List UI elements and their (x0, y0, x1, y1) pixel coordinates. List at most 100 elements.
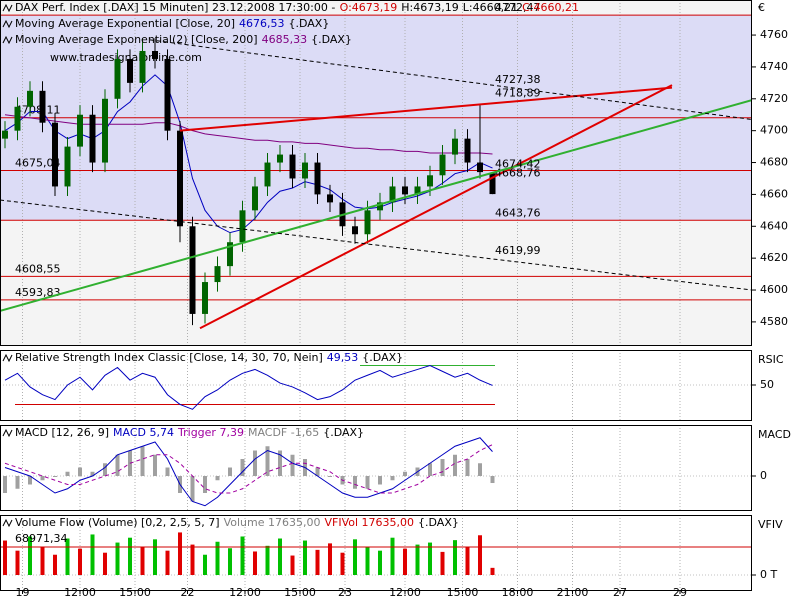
candle-body (114, 58, 121, 99)
x-tick-label: 22 (181, 586, 195, 599)
histogram-bar (153, 454, 157, 476)
candle-body (14, 106, 21, 131)
candle-body (327, 194, 333, 203)
volume-bar (3, 540, 7, 575)
trend-line (199, 84, 673, 330)
level-label: 4643,76 (495, 206, 541, 219)
header-part: {.DAX} (289, 17, 330, 30)
histogram-bar (428, 463, 432, 476)
histogram-bar (90, 471, 95, 476)
histogram-bar (240, 459, 245, 476)
header-part: VFIVol 17635,00 (324, 516, 414, 529)
candle-body (264, 162, 271, 187)
histogram-bar (490, 476, 495, 484)
candle-body (127, 58, 133, 83)
x-tick-label: 19 (16, 586, 30, 599)
volume-bar (415, 544, 420, 575)
x-tick-label: 29 (673, 586, 687, 599)
indicator-icon (2, 353, 13, 363)
x-tick-label: 18:00 (502, 586, 534, 599)
y-tick-label: 50 (760, 378, 774, 391)
header-row: MACD [12, 26, 9] MACD 5,74 Trigger 7,39 MAC… (15, 426, 364, 439)
panel-bg (0, 425, 752, 510)
volume-bar (428, 542, 432, 575)
volume-bar (253, 551, 257, 575)
candle-body (52, 122, 58, 187)
histogram-bar (253, 450, 257, 476)
level-label: 4593,83 (15, 286, 61, 299)
moving-average-line (4, 114, 493, 155)
y-tick-label: 4720 (760, 92, 788, 105)
candle-body (102, 98, 108, 163)
header-part: Moving Average Exponential(2) [Close, 20… (15, 33, 258, 46)
y-tick-label: 4600 (760, 283, 788, 296)
panel: 4772,47 4708,11 4675,04 4643,76 4608,55 4593,… (0, 0, 752, 345)
rsi-line (4, 365, 493, 410)
header-part: 49,53 (327, 351, 359, 364)
volume-bar (78, 548, 82, 575)
histogram-bar (53, 476, 57, 477)
histogram-bar (15, 476, 20, 489)
panel (0, 425, 752, 510)
y-tick-label: 4660 (760, 187, 788, 200)
indicator-icon (2, 19, 13, 29)
candle-body (277, 154, 283, 163)
candle-body (377, 202, 383, 211)
panel-bg (0, 350, 752, 420)
volume-bar (365, 546, 370, 575)
volume-bar (303, 540, 307, 575)
trend-label: 4727,38 (495, 73, 541, 86)
histogram-bar (28, 476, 32, 485)
y-tick-label: 4620 (760, 251, 788, 264)
header-part: 4685,33 (262, 33, 308, 46)
volume-bar (478, 535, 482, 575)
header-part: Volume 17635,00 (224, 516, 321, 529)
moving-average-line (4, 74, 493, 234)
y-tick-label: 4700 (760, 124, 788, 137)
candle-body (489, 173, 496, 195)
axis-label: VFIV (758, 518, 783, 531)
histogram-bar (215, 476, 220, 481)
level-label: 4708,11 (15, 104, 61, 117)
axis-label: RSIC (758, 353, 784, 366)
volume-bar (165, 550, 170, 575)
candle-body (164, 58, 171, 131)
header-part: MACDF -1,65 (248, 426, 319, 439)
candle-body (464, 138, 471, 163)
candle-body (39, 90, 46, 123)
header-part: Trigger 7,39 (177, 426, 244, 439)
candle-body (414, 186, 421, 195)
volume-bar (65, 538, 70, 575)
histogram-bar (390, 476, 395, 481)
header-row: Relative Strength Index Classic [Close, … (15, 351, 403, 364)
volume-bar (378, 550, 382, 575)
volume-bar (403, 548, 407, 575)
header-part: C:4660,21 (522, 1, 579, 14)
histogram-bar (353, 476, 357, 489)
histogram-bar (228, 467, 232, 476)
level-label: 4608,55 (15, 262, 61, 275)
x-tick-label: 15:00 (447, 586, 479, 599)
x-tick-label: 12:00 (229, 586, 261, 599)
header-part: Relative Strength Index Classic [Close, … (15, 351, 323, 364)
volume-bar (128, 537, 132, 575)
volume-bar (203, 554, 207, 575)
histogram-bar (78, 467, 82, 476)
trend-line (149, 39, 752, 121)
level-label: 68971,34 (15, 532, 68, 545)
x-tick-label: 12:00 (64, 586, 96, 599)
candle-body (389, 186, 396, 203)
header-part: O:4673,19 (340, 1, 398, 14)
candle-body (427, 175, 433, 187)
panel-bg (0, 515, 752, 590)
header-part: {.DAX} (362, 351, 403, 364)
histogram-bar (265, 446, 270, 476)
volume-bar (353, 539, 357, 575)
header-part: {.DAX} (323, 426, 364, 439)
x-tick-label: 27 (613, 586, 627, 599)
volume-bar (103, 552, 107, 575)
axis-label: € (758, 1, 765, 14)
volume-bar (340, 552, 345, 575)
header-row: Volume Flow (Volume) [0,2, 2,5, 5, 7] Vol… (15, 516, 459, 529)
